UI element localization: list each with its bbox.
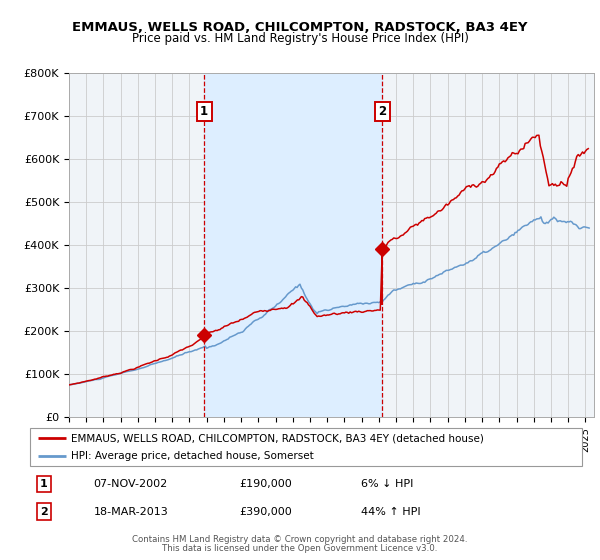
Text: EMMAUS, WELLS ROAD, CHILCOMPTON, RADSTOCK, BA3 4EY (detached house): EMMAUS, WELLS ROAD, CHILCOMPTON, RADSTOC… <box>71 433 484 443</box>
Text: 2: 2 <box>40 507 47 516</box>
Text: Price paid vs. HM Land Registry's House Price Index (HPI): Price paid vs. HM Land Registry's House … <box>131 32 469 45</box>
Text: £390,000: £390,000 <box>240 507 293 516</box>
Text: This data is licensed under the Open Government Licence v3.0.: This data is licensed under the Open Gov… <box>163 544 437 553</box>
Text: Contains HM Land Registry data © Crown copyright and database right 2024.: Contains HM Land Registry data © Crown c… <box>132 535 468 544</box>
Text: £190,000: £190,000 <box>240 479 293 489</box>
Text: 18-MAR-2013: 18-MAR-2013 <box>94 507 168 516</box>
Text: 1: 1 <box>200 105 208 118</box>
Bar <box>204 73 382 417</box>
Text: 1: 1 <box>40 479 47 489</box>
Text: 07-NOV-2002: 07-NOV-2002 <box>94 479 168 489</box>
Text: 44% ↑ HPI: 44% ↑ HPI <box>361 507 421 516</box>
Text: 6% ↓ HPI: 6% ↓ HPI <box>361 479 413 489</box>
Text: HPI: Average price, detached house, Somerset: HPI: Average price, detached house, Some… <box>71 451 314 461</box>
Text: 2: 2 <box>379 105 386 118</box>
Text: EMMAUS, WELLS ROAD, CHILCOMPTON, RADSTOCK, BA3 4EY: EMMAUS, WELLS ROAD, CHILCOMPTON, RADSTOC… <box>72 21 528 34</box>
FancyBboxPatch shape <box>30 428 582 466</box>
